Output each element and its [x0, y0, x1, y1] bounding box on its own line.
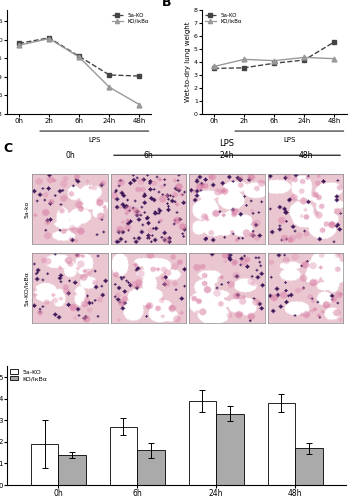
Text: 24h: 24h	[220, 152, 234, 160]
Bar	[58, 455, 86, 485]
Legend: 5a-KO, KO/IκBα: 5a-KO, KO/IκBα	[205, 13, 242, 24]
Text: 5a-ko: 5a-ko	[24, 200, 29, 218]
Text: 6h: 6h	[144, 152, 153, 160]
Bar	[189, 401, 216, 485]
Text: C: C	[4, 142, 13, 155]
Text: 48h: 48h	[298, 152, 313, 160]
Bar	[216, 414, 244, 485]
Bar	[110, 426, 137, 485]
Bar	[295, 448, 323, 485]
Text: LPS: LPS	[88, 137, 100, 143]
Bar	[267, 403, 295, 485]
Y-axis label: Wet-to-dry lung weight: Wet-to-dry lung weight	[185, 22, 191, 102]
Text: LPS: LPS	[283, 137, 295, 143]
Text: B: B	[162, 0, 171, 9]
Text: 0h: 0h	[65, 152, 75, 160]
Text: 5a-KO/IκBα: 5a-KO/IκBα	[24, 270, 29, 306]
Bar	[31, 444, 58, 485]
Text: LPS: LPS	[219, 140, 234, 148]
Legend: 5a-KO, KO/IκBα: 5a-KO, KO/IκBα	[112, 13, 149, 24]
Legend: 5a-KO, KO/IκBα: 5a-KO, KO/IκBα	[10, 370, 48, 382]
Bar	[137, 450, 165, 485]
